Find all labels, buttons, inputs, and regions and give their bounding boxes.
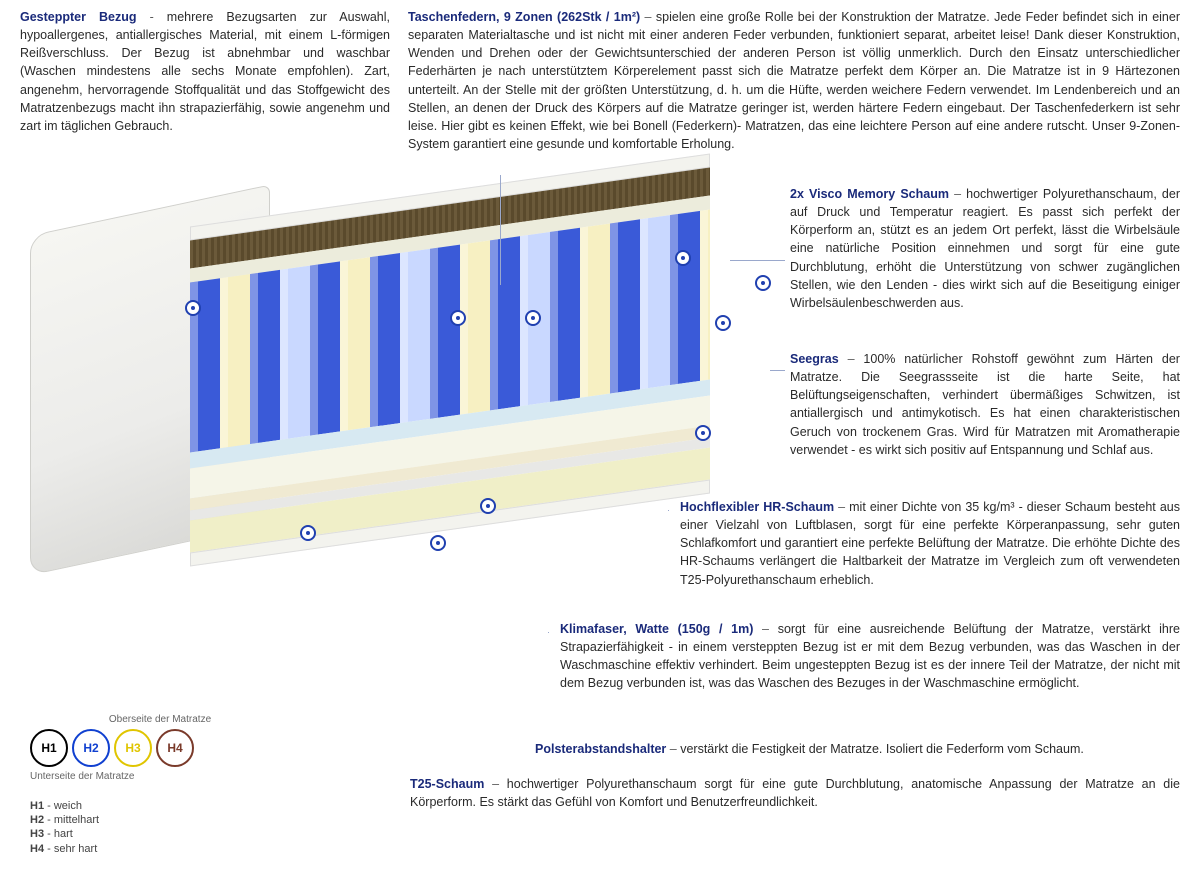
dash: – xyxy=(645,10,656,24)
seegras-block: Seegras – 100% natürlicher Rohstoff gewö… xyxy=(790,350,1180,459)
layer-cover-bottom xyxy=(190,479,710,566)
connector-klima xyxy=(548,632,549,633)
hardness-legend: Oberseite der Matratze H1 H2 H3 H4 Unter… xyxy=(30,713,290,856)
klima-marker xyxy=(300,525,316,541)
springs-marker-1 xyxy=(450,310,466,326)
hardness-h4: H4 xyxy=(156,729,194,767)
connector-seegras xyxy=(770,370,785,371)
layer-polster xyxy=(190,437,710,520)
visco-title: 2x Visco Memory Schaum xyxy=(790,187,949,201)
visco-text: hochwertiger Polyurethanschaum, der auf … xyxy=(790,187,1180,310)
layer-klimafaser xyxy=(190,425,710,510)
springs-overlay xyxy=(190,209,710,452)
klima-block: Klimafaser, Watte (150g / 1m) – sorgt fü… xyxy=(560,620,1180,693)
layer-cover-top xyxy=(190,153,710,240)
layer-visco-top xyxy=(190,195,710,282)
polster-title: Polsterabstandshalter xyxy=(535,742,666,756)
klima-title: Klimafaser, Watte (150g / 1m) xyxy=(560,622,753,636)
legend-circles: H1 H2 H3 H4 xyxy=(30,729,290,767)
h2-row: H2 - mittelhart xyxy=(30,813,290,827)
layer-seagrass xyxy=(190,167,710,268)
t25-marker xyxy=(430,535,446,551)
hr-marker xyxy=(695,425,711,441)
connector-hr xyxy=(668,510,669,511)
top-row: Gesteppter Bezug - mehrere Bezugsarten z… xyxy=(20,8,1180,153)
polster-text: verstärkt die Festigkeit der Matratze. I… xyxy=(680,742,1084,756)
visco-marker-1 xyxy=(675,250,691,266)
springs-block: Taschenfedern, 9 Zonen (262Stk / 1m²) – … xyxy=(408,8,1180,153)
connector-springs xyxy=(500,175,501,285)
connector-visco xyxy=(730,260,785,261)
hardness-h1: H1 xyxy=(30,729,68,767)
seegras-marker xyxy=(755,275,771,291)
mattress-cutaway xyxy=(190,153,710,586)
t25-text: hochwertiger Polyurethanschaum sorgt für… xyxy=(410,777,1180,809)
layer-hr-foam xyxy=(190,395,710,498)
layer-visco-bottom xyxy=(190,379,710,468)
hr-block: Hochflexibler HR-Schaum – mit einer Dich… xyxy=(680,498,1180,589)
infographic-container: Gesteppter Bezug - mehrere Bezugsarten z… xyxy=(0,0,1200,876)
seegras-text: 100% natürlicher Rohstoff gewöhnt zum Hä… xyxy=(790,352,1180,457)
hardness-h3: H3 xyxy=(114,729,152,767)
cover-block: Gesteppter Bezug - mehrere Bezugsarten z… xyxy=(20,8,390,153)
hr-title: Hochflexibler HR-Schaum xyxy=(680,500,834,514)
legend-bottom-label: Unterseite der Matratze xyxy=(30,770,290,785)
t25-title: T25-Schaum xyxy=(410,777,484,791)
seegras-title: Seegras xyxy=(790,352,839,366)
cover-text: mehrere Bezugsarten zur Auswahl, hypoall… xyxy=(20,10,390,133)
polster-block: Polsterabstandshalter – verstärkt die Fe… xyxy=(535,740,1180,758)
h3-row: H3 - hart xyxy=(30,827,290,841)
legend-top-label: Oberseite der Matratze xyxy=(30,713,290,728)
polster-marker xyxy=(480,498,496,514)
visco-marker-2 xyxy=(715,315,731,331)
mattress-outer xyxy=(30,184,270,575)
layer-t25-foam xyxy=(190,447,710,552)
dash: - xyxy=(150,10,167,24)
cover-title: Gesteppter Bezug xyxy=(20,10,137,24)
mattress-diagram xyxy=(20,170,720,600)
t25-block: T25-Schaum – hochwertiger Polyurethansch… xyxy=(410,775,1180,811)
springs-text: spielen eine große Rolle bei der Konstru… xyxy=(408,10,1180,151)
hardness-h2: H2 xyxy=(72,729,110,767)
springs-marker-2 xyxy=(525,310,541,326)
springs-title: Taschenfedern, 9 Zonen (262Stk / 1m²) xyxy=(408,10,640,24)
cover-marker xyxy=(185,300,201,316)
h1-row: H1 - weich xyxy=(30,799,290,813)
layer-springs xyxy=(190,209,710,452)
visco-block: 2x Visco Memory Schaum – hochwertiger Po… xyxy=(790,185,1180,312)
h4-row: H4 - sehr hart xyxy=(30,842,290,856)
hardness-table: H1 - weich H2 - mittelhart H3 - hart H4 … xyxy=(30,799,290,856)
